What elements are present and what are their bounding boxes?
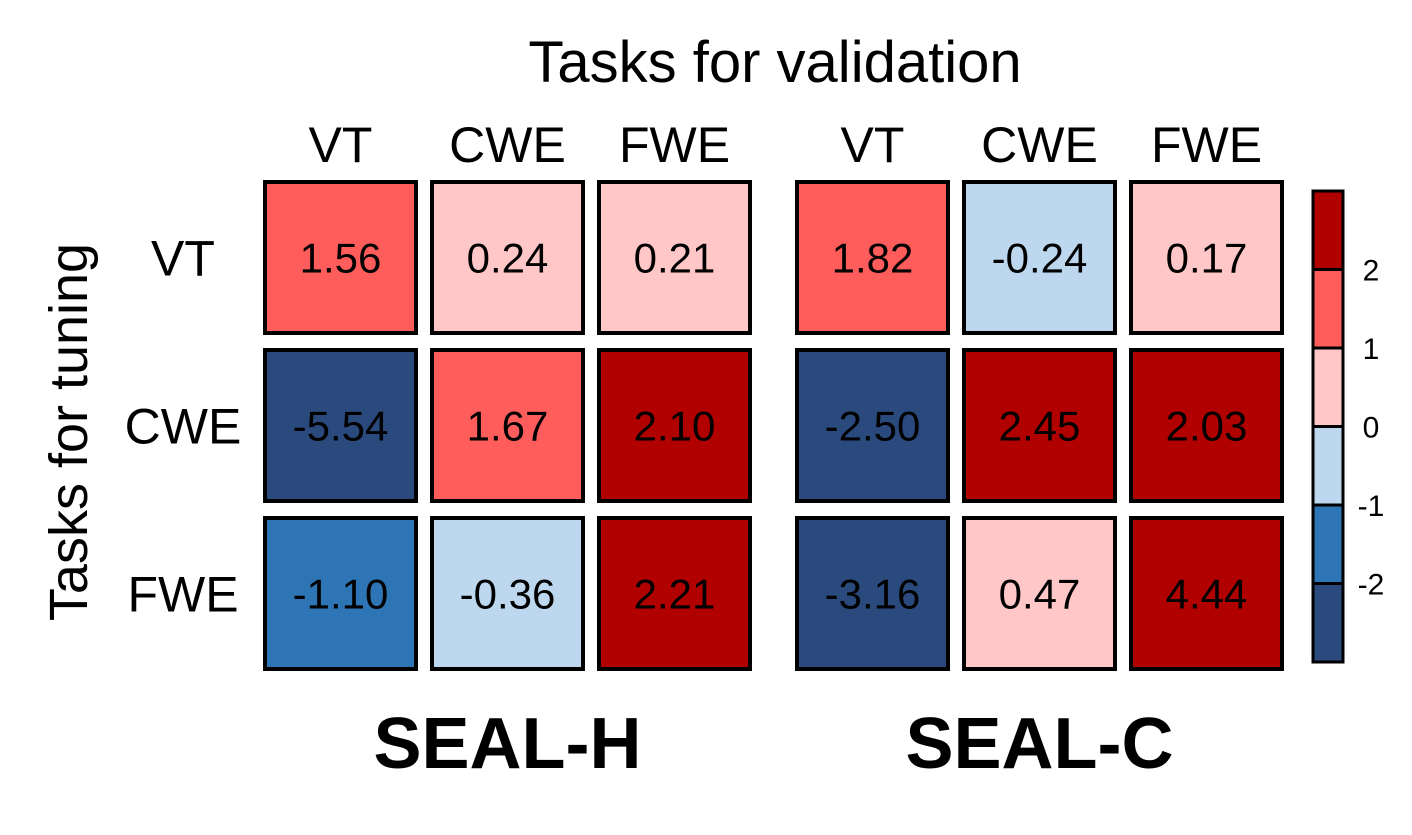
colorbar-tick-label: 0 [1363, 412, 1380, 445]
panel-title: SEAL-C [906, 704, 1174, 784]
column-label: VT [841, 117, 905, 173]
colorbar-tick-label: -1 [1358, 490, 1385, 523]
heatmap-panels: VT CWE FWE 1.56 0.24 0.21 -5.54 1.67 2.10 -1.10 -0… [125, 117, 1284, 784]
cell-value-label: 0.21 [634, 235, 716, 282]
heatmap-cell [597, 516, 752, 671]
cell-value-label: -0.36 [460, 571, 556, 618]
column-label: VT [309, 117, 373, 173]
cell-value-label: 0.24 [467, 235, 549, 282]
column-label: FWE [1151, 117, 1262, 173]
heatmap-cell [263, 180, 418, 335]
cell-value-label: -2.50 [825, 403, 921, 450]
panel-seal-c: VT CWE FWE 1.82 -0.24 0.17 -2.50 2.45 2.03 -3.16 0… [795, 117, 1284, 784]
cell-value-label: 1.67 [467, 403, 549, 450]
colorbar-tick-label: -2 [1358, 569, 1385, 602]
cell-value-label: 2.10 [634, 403, 716, 450]
cell-value-label: -1.10 [293, 571, 389, 618]
cell-value-label: 2.45 [999, 403, 1081, 450]
heatmap-cell [795, 180, 950, 335]
colorbar-segment [1313, 505, 1343, 584]
colorbar-tick-label: 2 [1363, 255, 1380, 288]
cell-value-label: 2.21 [634, 571, 716, 618]
chart-title: Tasks for validation [528, 30, 1021, 95]
cell-value-label: 1.82 [832, 235, 914, 282]
row-label: FWE [127, 567, 238, 623]
heatmap-cell [430, 516, 585, 671]
heatmap-cell [962, 348, 1117, 503]
cell-value-label: 4.44 [1166, 571, 1248, 618]
colorbar-tick-label: 1 [1363, 333, 1380, 366]
column-label: CWE [449, 117, 566, 173]
cell-value-label: 1.56 [300, 235, 382, 282]
cell-value-label: 0.17 [1166, 235, 1248, 282]
heatmap-cell [962, 516, 1117, 671]
row-labels: VT CWE FWE [125, 231, 242, 623]
colorbar: 2 1 0 -1 -2 [1311, 189, 1385, 664]
heatmap-cell [430, 180, 585, 335]
heatmap-cell [962, 180, 1117, 335]
heatmap-cell [1129, 348, 1284, 503]
heatmap-cell [597, 348, 752, 503]
heatmap-cell [597, 180, 752, 335]
colorbar-segment [1313, 583, 1343, 662]
colorbar-segment [1313, 348, 1343, 427]
column-label: CWE [981, 117, 1098, 173]
cell-value-label: 2.03 [1166, 403, 1248, 450]
heatmap-cell [263, 348, 418, 503]
heatmap-cell [1129, 516, 1284, 671]
colorbar-segment [1313, 191, 1343, 270]
panel-title: SEAL-H [374, 704, 642, 784]
row-label: VT [151, 231, 215, 287]
colorbar-segment [1313, 426, 1343, 505]
cell-value-label: -5.54 [293, 403, 389, 450]
column-label: FWE [619, 117, 730, 173]
panel-seal-h: VT CWE FWE 1.56 0.24 0.21 -5.54 1.67 2.10 -1.10 -0… [263, 117, 752, 784]
heatmap-cell [430, 348, 585, 503]
cell-value-label: -3.16 [825, 571, 921, 618]
cell-value-label: -0.24 [992, 235, 1088, 282]
y-axis-label: Tasks for tuning [39, 243, 99, 621]
colorbar-segment [1313, 269, 1343, 348]
heatmap-cell [795, 516, 950, 671]
cell-value-label: 0.47 [999, 571, 1081, 618]
heatmap-cell [263, 516, 418, 671]
row-label: CWE [125, 399, 242, 455]
heatmap-cell [1129, 180, 1284, 335]
heatmap-cell [795, 348, 950, 503]
